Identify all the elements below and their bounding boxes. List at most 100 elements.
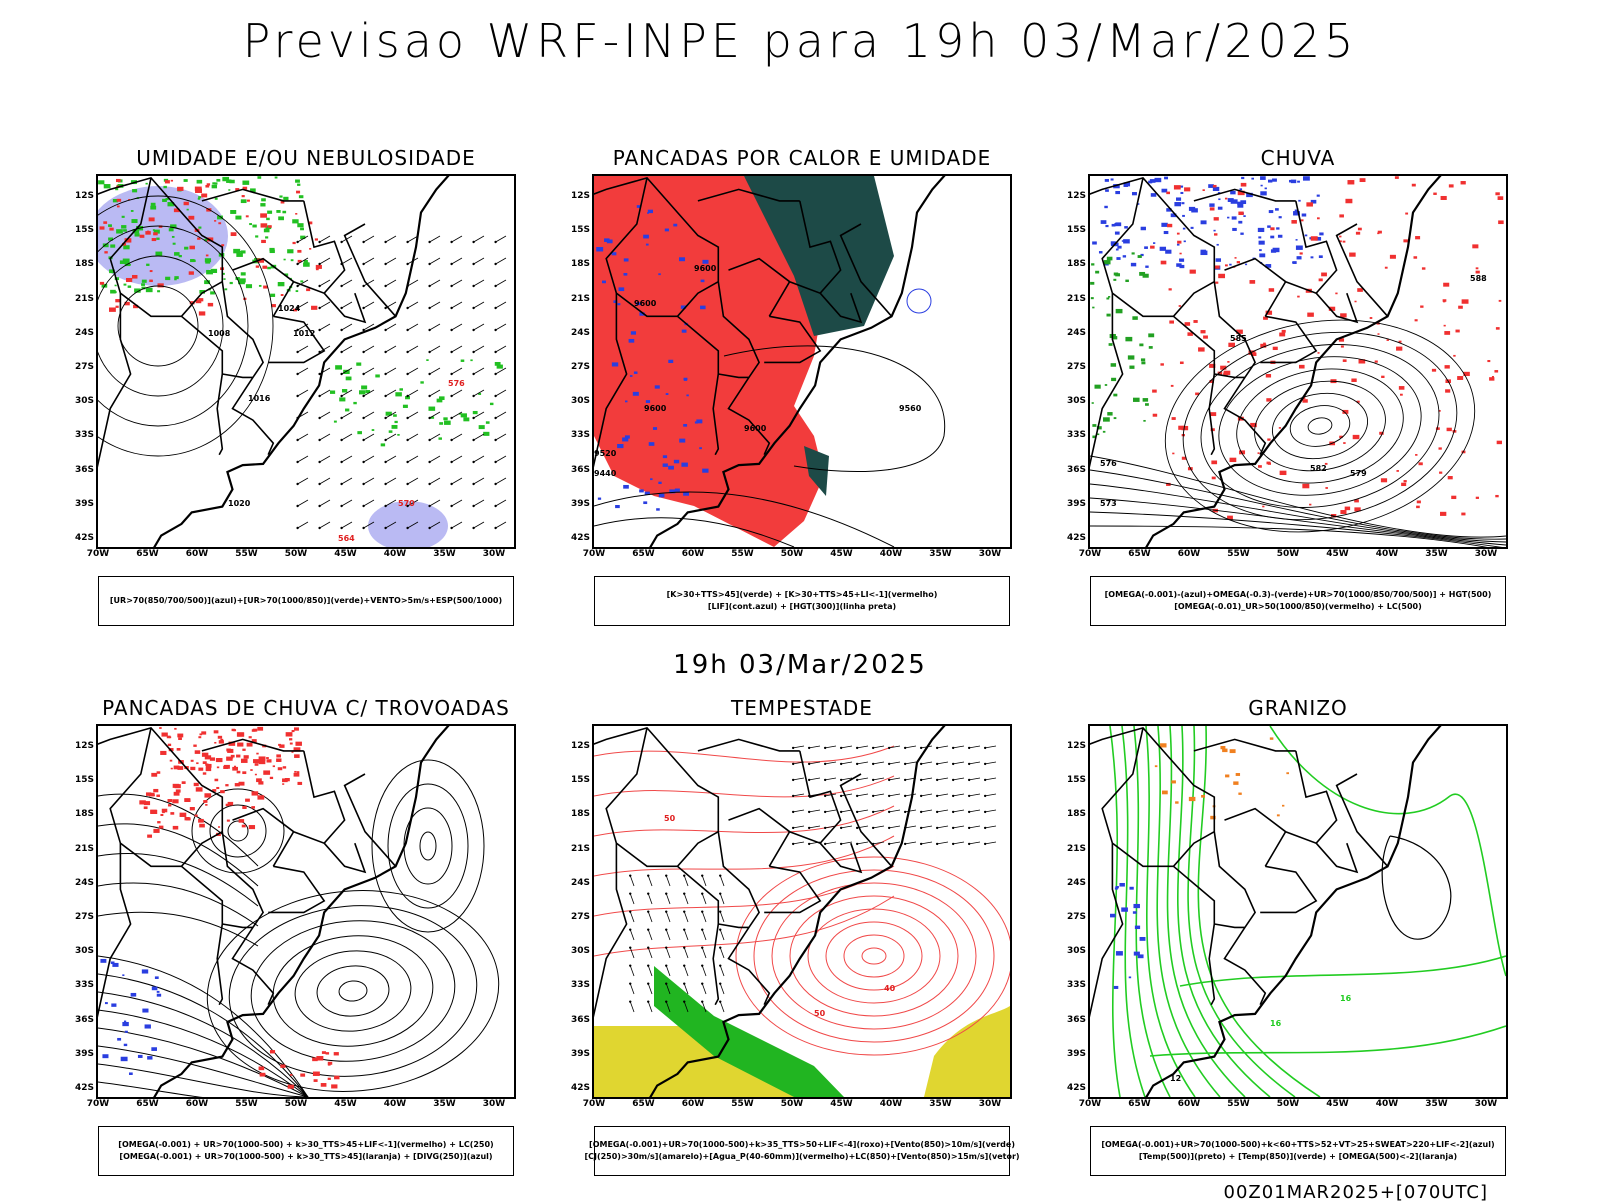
speckle: [388, 430, 393, 433]
speckle: [494, 361, 501, 366]
speckle: [1415, 236, 1421, 240]
speckle: [173, 791, 180, 796]
speckle: [217, 735, 223, 739]
speckle: [218, 222, 222, 225]
speckle: [174, 727, 177, 730]
speckle: [1251, 352, 1257, 356]
wind-vector: [701, 911, 707, 923]
lif-contour: [906, 288, 932, 314]
speckle: [1487, 360, 1491, 363]
speckle: [439, 396, 445, 400]
speckle: [312, 1057, 318, 1062]
speckle: [1357, 288, 1363, 292]
speckle: [316, 1056, 324, 1061]
speckle: [639, 312, 645, 316]
speckle: [265, 236, 269, 239]
wind-vector: [969, 761, 981, 765]
speckle: [1125, 336, 1133, 342]
vector-head: [472, 482, 475, 486]
border-line: [232, 807, 295, 833]
contour-line: [1090, 455, 1506, 538]
speckle: [240, 272, 246, 276]
lon-tick-label: 50W: [780, 1099, 804, 1109]
speckle: [632, 391, 639, 396]
speckle: [1190, 226, 1194, 229]
speckle: [395, 392, 402, 397]
speckle: [290, 259, 294, 262]
wind-vector: [319, 257, 331, 265]
vector-head: [951, 842, 955, 846]
speckle: [263, 770, 271, 775]
speckle: [297, 781, 303, 785]
wind-vector: [363, 367, 375, 375]
speckle: [169, 759, 173, 762]
speckle: [163, 185, 167, 189]
speckle: [633, 371, 638, 374]
border-line: [764, 315, 822, 364]
wind-vector: [407, 367, 419, 375]
streamline: [98, 1009, 309, 1097]
speckle: [279, 744, 285, 748]
wind-vector: [809, 825, 821, 829]
vector-head: [647, 1000, 650, 1003]
wind-vector: [341, 433, 353, 441]
speckle: [1317, 352, 1320, 354]
speckle: [277, 767, 283, 771]
speckle: [478, 425, 485, 430]
contour-ring: [753, 869, 995, 1043]
wind-vector: [857, 841, 869, 845]
speckle: [629, 375, 633, 377]
wind-vector: [363, 279, 375, 287]
speckle: [122, 258, 130, 263]
speckle: [189, 806, 195, 811]
wind-vector: [429, 257, 441, 265]
wind-vector: [921, 761, 933, 765]
vector-head: [967, 810, 971, 814]
speckle: [625, 400, 628, 403]
speckle: [1286, 772, 1290, 775]
speckle: [103, 184, 111, 189]
vector-head: [406, 262, 409, 266]
contour-ring: [1236, 368, 1404, 484]
vector-head: [428, 306, 431, 310]
speckle: [296, 771, 300, 774]
speckle: [1418, 462, 1423, 466]
vector-head: [855, 826, 859, 830]
speckle: [123, 1020, 127, 1023]
speckle: [204, 755, 212, 760]
speckle: [229, 281, 233, 285]
speckle: [1115, 273, 1121, 277]
speckle: [1290, 179, 1297, 184]
speckle: [156, 990, 160, 993]
speckle: [1220, 745, 1226, 750]
speckle: [202, 772, 207, 775]
lat-tick-label: 15S: [74, 775, 94, 786]
speckle: [246, 199, 250, 202]
speckle: [1110, 241, 1116, 245]
latitude-axis: 12S 15S 18S 21S 24S 27S 30S 33S 36S 39S 42S: [64, 724, 94, 1099]
speckle: [1475, 270, 1480, 274]
speckle: [1446, 427, 1452, 432]
streamline: [98, 1045, 309, 1097]
speckle: [1103, 417, 1110, 422]
speckle: [365, 390, 371, 394]
speckle: [130, 210, 134, 212]
speckle: [1491, 375, 1494, 378]
speckle: [1447, 476, 1453, 480]
speckle: [1292, 261, 1295, 264]
speckle: [1260, 184, 1263, 187]
speckle: [1403, 480, 1407, 483]
vector-head: [472, 306, 475, 310]
speckle: [662, 455, 668, 459]
wind-vector: [363, 477, 375, 485]
contour-ring: [843, 934, 905, 978]
vector-head: [839, 778, 843, 782]
speckle: [1257, 452, 1260, 454]
vector-head: [967, 746, 971, 750]
vector-head: [871, 794, 875, 798]
speckle: [230, 210, 237, 214]
speckle: [297, 249, 302, 253]
speckle: [306, 288, 311, 292]
legend-line: [OMEGA(-0.001) + UR>70(1000-500) + k>30_…: [118, 1140, 494, 1149]
